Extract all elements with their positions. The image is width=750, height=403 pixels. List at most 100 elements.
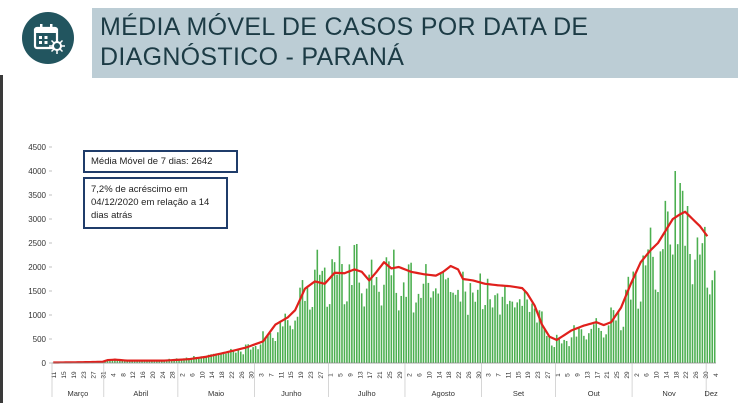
daily-cases-bar [699,254,701,363]
daily-cases-bar [684,245,686,363]
daily-cases-bar [198,357,200,363]
daily-cases-bar [279,322,282,363]
x-day-label: 27 [318,371,325,379]
x-day-label: 26 [239,371,246,379]
daily-cases-bar [632,271,635,363]
daily-cases-bar [249,349,252,363]
daily-cases-bar [649,227,652,363]
daily-cases-bar [267,334,269,363]
daily-cases-bar [689,253,691,363]
x-day-label: 8 [120,373,127,377]
daily-cases-bar [420,297,422,363]
daily-cases-bar [294,320,296,363]
daily-cases-bar [235,352,237,363]
daily-cases-bar [430,297,432,363]
daily-cases-bar [353,244,356,363]
x-day-label: 11 [51,371,58,378]
daily-cases-bar [225,353,227,363]
daily-cases-bar [575,336,578,363]
y-tick-label: 1500 [28,287,46,296]
daily-cases-bar [306,287,309,363]
daily-cases-bar [432,291,435,363]
daily-cases-bar [509,300,511,363]
left-edge-bar [0,75,3,403]
daily-cases-bar [318,274,321,363]
daily-cases-bar [620,330,622,363]
daily-cases-bar [555,334,558,363]
daily-cases-bar [244,344,247,363]
increase-note: 7,2% de acréscimo em 04/12/2020 em relaç… [83,177,228,229]
daily-cases-bar [625,289,627,363]
daily-cases-bar [573,325,575,363]
daily-cases-bar [237,350,240,363]
x-month-label: Out [588,389,601,398]
daily-cases-bar [348,264,351,363]
x-day-label: 15 [288,371,295,379]
daily-cases-bar [365,288,368,363]
daily-cases-bar [671,254,674,363]
daily-cases-bar [328,304,331,363]
x-day-label: 3 [259,373,266,377]
x-day-label: 11 [278,371,285,378]
daily-cases-bar [183,358,185,363]
x-day-label: 15 [61,371,68,379]
daily-cases-bar [667,211,669,363]
daily-cases-bar [291,329,294,363]
daily-cases-bar [481,309,484,363]
daily-cases-bar [343,304,346,363]
daily-cases-bar [644,265,647,363]
daily-cases-bar [180,359,183,363]
x-day-label: 17 [594,371,601,379]
daily-cases-bar [467,314,469,363]
daily-cases-bar [449,291,452,363]
daily-cases-bar [444,279,447,363]
daily-cases-bar [657,292,659,363]
x-day-label: 22 [229,371,236,379]
daily-cases-bar [314,269,316,363]
x-day-label: 29 [397,371,404,379]
daily-cases-bar [380,305,383,363]
daily-cases-bar [405,296,407,363]
daily-cases-bar [516,302,519,363]
daily-cases-bar [254,346,257,363]
daily-cases-bar [385,257,388,363]
daily-cases-bar [264,337,267,363]
daily-cases-bar [563,339,565,363]
daily-cases-bar [202,356,205,363]
daily-cases-bar [590,328,593,363]
daily-cases-bar [642,255,644,363]
daily-cases-bar [309,309,311,363]
daily-cases-bar [551,345,553,363]
daily-cases-bar [472,292,474,363]
x-day-label: 27 [545,371,552,379]
x-day-label: 6 [190,373,197,377]
daily-cases-bar [286,320,289,363]
daily-cases-bar [583,335,585,363]
daily-cases-bar [333,262,336,363]
daily-cases-bar [553,347,556,363]
daily-cases-bar [148,360,151,363]
x-day-label: 20 [150,371,157,379]
daily-cases-bar [351,285,353,363]
daily-cases-bar [133,360,136,363]
daily-cases-bar [375,277,378,363]
daily-cases-bar [711,280,714,363]
daily-cases-bar [170,359,173,363]
daily-cases-bar [457,289,459,363]
daily-cases-bar [217,354,220,363]
daily-cases-bar [504,285,506,363]
daily-cases-bar [417,293,420,363]
daily-cases-bar [437,293,440,363]
daily-cases-bar [521,305,523,363]
daily-cases-bar [439,273,442,363]
daily-cases-bar [304,300,306,363]
daily-cases-bar [311,307,314,363]
daily-cases-bar [370,259,373,363]
daily-cases-bar [395,292,398,363]
x-day-label: 24 [160,371,167,379]
daily-cases-bar [190,357,193,363]
daily-cases-bar [284,313,286,363]
daily-cases-bar [696,237,699,363]
daily-cases-bar [277,332,279,363]
